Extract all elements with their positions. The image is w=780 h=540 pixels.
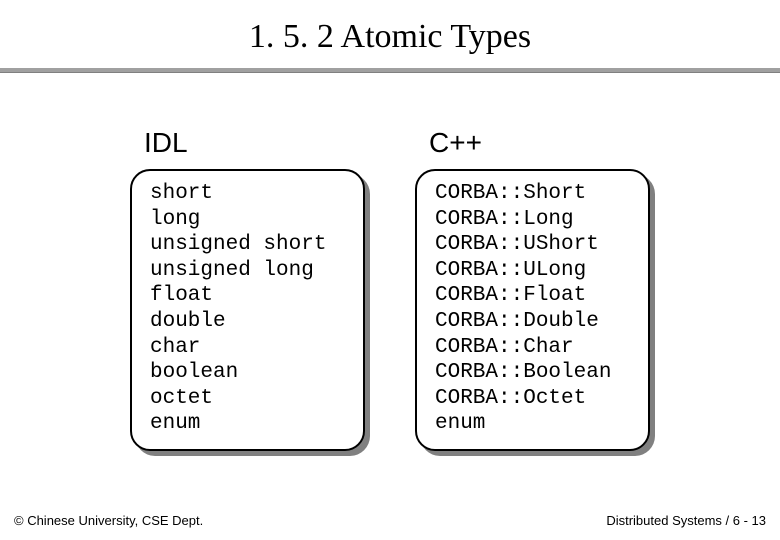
- cpp-line: CORBA::Double: [435, 309, 630, 335]
- box-idl: short long unsigned short unsigned long …: [130, 169, 365, 451]
- cpp-line: CORBA::Boolean: [435, 360, 630, 386]
- idl-line: short: [150, 181, 345, 207]
- cpp-line: enum: [435, 411, 630, 437]
- column-idl: IDL short long unsigned short unsigned l…: [130, 127, 365, 451]
- column-header-idl: IDL: [144, 127, 365, 159]
- cpp-line: CORBA::Char: [435, 335, 630, 361]
- cpp-line: CORBA::Short: [435, 181, 630, 207]
- idl-line: unsigned short: [150, 232, 345, 258]
- footer-left: © Chinese University, CSE Dept.: [14, 513, 203, 528]
- footer-right: Distributed Systems / 6 - 13: [606, 513, 766, 528]
- footer: © Chinese University, CSE Dept. Distribu…: [0, 513, 780, 528]
- idl-line: enum: [150, 411, 345, 437]
- idl-line: boolean: [150, 360, 345, 386]
- box-wrap-idl: short long unsigned short unsigned long …: [130, 169, 365, 451]
- column-header-cpp: C++: [429, 127, 650, 159]
- title-divider: [0, 68, 780, 72]
- box-cpp: CORBA::Short CORBA::Long CORBA::UShort C…: [415, 169, 650, 451]
- cpp-line: CORBA::Octet: [435, 386, 630, 412]
- idl-line: float: [150, 283, 345, 309]
- cpp-line: CORBA::ULong: [435, 258, 630, 284]
- content-area: IDL short long unsigned short unsigned l…: [0, 72, 780, 451]
- column-cpp: C++ CORBA::Short CORBA::Long CORBA::USho…: [415, 127, 650, 451]
- cpp-line: CORBA::Long: [435, 207, 630, 233]
- idl-line: long: [150, 207, 345, 233]
- cpp-line: CORBA::UShort: [435, 232, 630, 258]
- idl-line: octet: [150, 386, 345, 412]
- box-wrap-cpp: CORBA::Short CORBA::Long CORBA::UShort C…: [415, 169, 650, 451]
- idl-line: unsigned long: [150, 258, 345, 284]
- slide-title: 1. 5. 2 Atomic Types: [0, 0, 780, 68]
- cpp-line: CORBA::Float: [435, 283, 630, 309]
- idl-line: char: [150, 335, 345, 361]
- idl-line: double: [150, 309, 345, 335]
